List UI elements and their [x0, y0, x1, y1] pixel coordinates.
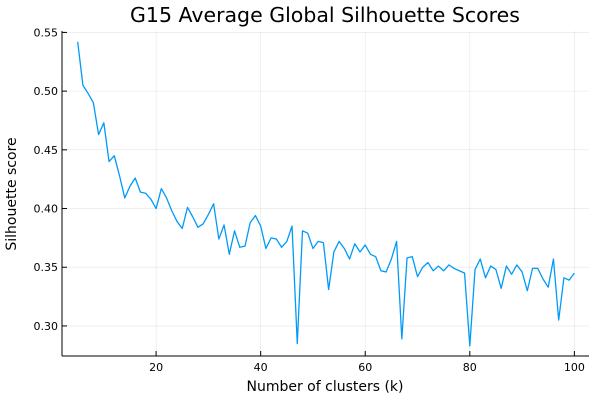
x-tick-label: 20 [149, 361, 163, 374]
y-tick-label: 0.50 [34, 85, 59, 98]
x-tick-label: 60 [358, 361, 372, 374]
x-axis-label: Number of clusters (k) [246, 379, 403, 395]
y-axis-label: Silhouette score [4, 137, 20, 250]
x-gridlines [155, 31, 575, 356]
x-tick-label: 100 [564, 361, 585, 374]
y-tick-label: 0.30 [34, 320, 59, 333]
y-tick-label: 0.45 [34, 144, 59, 157]
x-axis-ticks: 20 40 60 80 100 [149, 351, 585, 374]
y-gridlines [62, 32, 589, 327]
y-tick-label: 0.40 [34, 203, 59, 216]
x-tick-label: 80 [463, 361, 477, 374]
y-axis-ticks: 0.30 0.35 0.40 0.45 0.50 0.55 [34, 26, 67, 333]
y-tick-label: 0.55 [34, 26, 59, 39]
chart-title: G15 Average Global Silhouette Scores [130, 3, 520, 27]
y-tick-label: 0.35 [34, 261, 59, 274]
silhouette-score-line [77, 41, 575, 347]
x-tick-label: 40 [254, 361, 268, 374]
